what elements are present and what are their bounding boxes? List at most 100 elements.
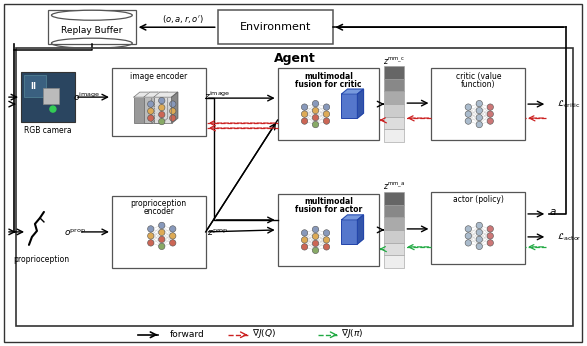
FancyBboxPatch shape	[21, 72, 75, 122]
Circle shape	[170, 240, 176, 246]
Circle shape	[312, 107, 319, 114]
Circle shape	[147, 240, 154, 246]
Text: function): function)	[461, 80, 495, 89]
FancyBboxPatch shape	[384, 230, 404, 243]
Circle shape	[147, 115, 154, 121]
Circle shape	[158, 229, 165, 236]
Circle shape	[323, 230, 330, 236]
Circle shape	[487, 118, 494, 124]
Circle shape	[465, 233, 471, 239]
Circle shape	[312, 121, 319, 128]
Circle shape	[147, 233, 154, 239]
FancyBboxPatch shape	[384, 117, 404, 129]
Text: multimodal: multimodal	[304, 72, 353, 81]
Text: encoder: encoder	[143, 208, 174, 217]
Circle shape	[323, 111, 330, 117]
FancyBboxPatch shape	[218, 10, 332, 44]
Circle shape	[312, 247, 319, 254]
FancyBboxPatch shape	[384, 79, 404, 91]
Text: $z^{\rm mm\_c}$: $z^{\rm mm\_c}$	[383, 55, 406, 66]
Text: Agent: Agent	[274, 52, 315, 65]
Text: $z^{\rm mm\_a}$: $z^{\rm mm\_a}$	[383, 181, 406, 191]
Circle shape	[487, 226, 494, 232]
Circle shape	[312, 115, 319, 121]
FancyBboxPatch shape	[384, 192, 404, 204]
Text: $\nabla J(\pi)$: $\nabla J(\pi)$	[342, 327, 364, 340]
Circle shape	[158, 222, 165, 229]
Circle shape	[323, 244, 330, 250]
Circle shape	[465, 240, 471, 246]
Circle shape	[301, 237, 308, 243]
FancyBboxPatch shape	[384, 129, 404, 142]
Circle shape	[301, 104, 308, 110]
Circle shape	[487, 104, 494, 110]
Circle shape	[323, 237, 330, 243]
Text: critic (value: critic (value	[456, 72, 501, 81]
FancyBboxPatch shape	[112, 196, 205, 268]
Polygon shape	[357, 215, 363, 244]
Circle shape	[487, 240, 494, 246]
Circle shape	[301, 118, 308, 124]
FancyBboxPatch shape	[431, 68, 525, 140]
Text: $\mathcal{L}_{\rm actor}$: $\mathcal{L}_{\rm actor}$	[557, 231, 582, 243]
Circle shape	[312, 100, 319, 107]
Circle shape	[465, 111, 471, 117]
FancyBboxPatch shape	[134, 97, 152, 123]
Text: multimodal: multimodal	[304, 198, 353, 207]
FancyBboxPatch shape	[384, 91, 404, 104]
Circle shape	[147, 108, 154, 114]
Circle shape	[158, 111, 165, 118]
Circle shape	[476, 229, 483, 236]
Ellipse shape	[52, 10, 132, 20]
FancyBboxPatch shape	[384, 217, 404, 230]
Circle shape	[301, 244, 308, 250]
Text: forward: forward	[170, 330, 204, 339]
FancyBboxPatch shape	[112, 68, 205, 136]
Text: image encoder: image encoder	[130, 72, 187, 81]
Text: $o^{\rm prop}$: $o^{\rm prop}$	[64, 226, 86, 238]
Polygon shape	[162, 92, 168, 123]
Circle shape	[158, 236, 165, 243]
Circle shape	[170, 115, 176, 121]
FancyBboxPatch shape	[384, 255, 404, 268]
FancyBboxPatch shape	[384, 66, 404, 79]
FancyBboxPatch shape	[4, 4, 582, 342]
Text: $\mathcal{L}_{\rm critic}$: $\mathcal{L}_{\rm critic}$	[557, 98, 581, 110]
Circle shape	[170, 108, 176, 114]
Circle shape	[170, 101, 176, 107]
Text: $\nabla J(Q)$: $\nabla J(Q)$	[252, 327, 276, 340]
FancyBboxPatch shape	[24, 75, 46, 97]
Polygon shape	[342, 215, 363, 220]
Text: $(o,a,r,o')$: $(o,a,r,o')$	[162, 13, 204, 25]
FancyBboxPatch shape	[384, 243, 404, 255]
Polygon shape	[342, 89, 363, 94]
Circle shape	[487, 111, 494, 117]
Circle shape	[301, 230, 308, 236]
Circle shape	[147, 101, 154, 107]
Circle shape	[476, 243, 483, 249]
Text: $z^{\rm image}$: $z^{\rm image}$	[204, 90, 231, 102]
FancyBboxPatch shape	[384, 104, 404, 117]
Circle shape	[312, 240, 319, 247]
Polygon shape	[154, 92, 178, 97]
Circle shape	[323, 118, 330, 124]
Circle shape	[476, 107, 483, 114]
Circle shape	[312, 233, 319, 239]
FancyBboxPatch shape	[43, 88, 59, 104]
Text: $z^{\rm prop}$: $z^{\rm prop}$	[207, 226, 228, 238]
Circle shape	[465, 118, 471, 124]
Text: proprioception: proprioception	[131, 199, 187, 208]
FancyBboxPatch shape	[431, 192, 525, 264]
FancyBboxPatch shape	[342, 94, 357, 118]
Polygon shape	[152, 92, 158, 123]
Circle shape	[301, 111, 308, 117]
Polygon shape	[134, 92, 158, 97]
Circle shape	[487, 233, 494, 239]
Circle shape	[476, 121, 483, 128]
FancyBboxPatch shape	[278, 194, 379, 266]
Circle shape	[476, 236, 483, 243]
Text: proprioception: proprioception	[13, 255, 69, 264]
Polygon shape	[172, 92, 178, 123]
Text: Environment: Environment	[239, 22, 311, 32]
FancyBboxPatch shape	[384, 204, 404, 217]
